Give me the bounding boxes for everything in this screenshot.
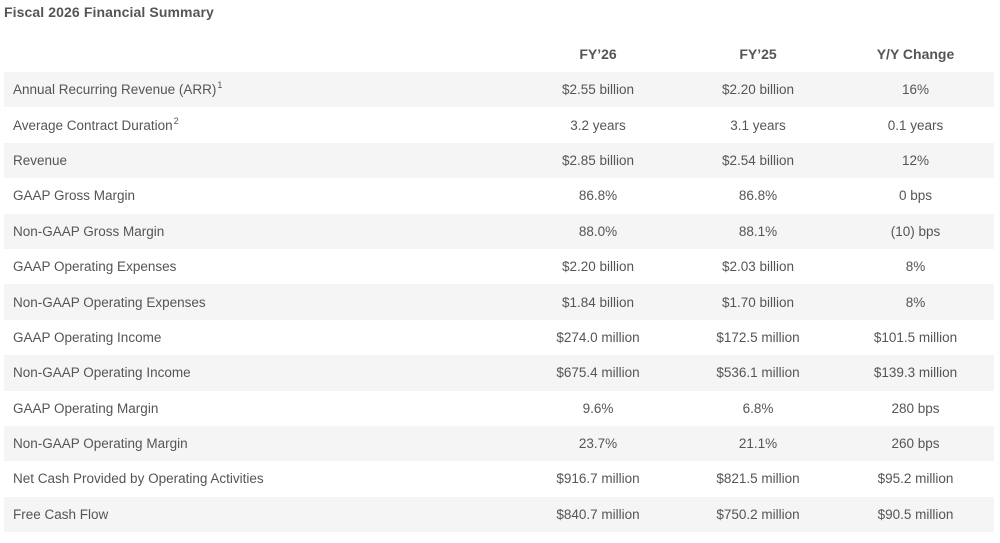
table-row: GAAP Operating Income $274.0 million $172.…: [4, 319, 994, 356]
fy26-value: 86.8%: [517, 178, 679, 214]
metric-cell: Non-GAAP Operating Expenses: [4, 284, 517, 320]
yoy-change-value: 260 bps: [837, 425, 994, 462]
metric-cell: Net Cash Provided by Operating Activitie…: [4, 461, 517, 497]
table-row: Annual Recurring Revenue (ARR)1 $2.55 bil…: [4, 72, 994, 108]
metric-cell: Annual Recurring Revenue (ARR)1: [4, 72, 517, 108]
page-title: Fiscal 2026 Financial Summary: [4, 4, 214, 20]
fy26-value: 9.6%: [517, 390, 679, 426]
fy25-value: 3.1 years: [679, 107, 837, 143]
fy26-value: 23.7%: [517, 425, 679, 462]
fy26-value: 3.2 years: [517, 107, 679, 143]
metric-label: Net Cash Provided by Operating Activitie…: [13, 471, 264, 487]
table-row: Non-GAAP Operating Expenses $1.84 billion…: [4, 284, 994, 320]
fy25-value: $750.2 million: [679, 496, 837, 533]
metric-label: Non-GAAP Operating Margin: [13, 436, 188, 452]
metric-cell: Average Contract Duration2: [4, 107, 517, 143]
yoy-change-value: (10) bps: [837, 213, 994, 249]
header-row: FY’26 FY’25 Y/Y Change: [4, 36, 994, 72]
metric-label: Average Contract Duration: [13, 117, 173, 133]
table-row: Revenue $2.85 billion $2.54 billion 12%: [4, 142, 994, 179]
table-row: Free Cash Flow $840.7 million $750.2 milli…: [4, 496, 994, 533]
metric-label: Free Cash Flow: [13, 506, 109, 522]
yoy-change-value: 0.1 years: [837, 107, 994, 143]
metric-label: Non-GAAP Operating Expenses: [13, 294, 206, 310]
fy25-value: $821.5 million: [679, 461, 837, 497]
header-fy26: FY’26: [579, 46, 617, 62]
header-yoy-change: Y/Y Change: [876, 46, 955, 62]
fy26-value: $916.7 million: [517, 461, 679, 497]
metric-label: GAAP Operating Income: [13, 329, 162, 345]
fy25-value: 6.8%: [679, 390, 837, 426]
fy25-value: $2.54 billion: [679, 142, 837, 179]
metric-label: Non-GAAP Operating Income: [13, 365, 191, 381]
yoy-change-value: $101.5 million: [837, 319, 994, 356]
yoy-change-value: 8%: [837, 248, 994, 285]
metric-label: Non-GAAP Gross Margin: [13, 223, 165, 239]
table-body: Annual Recurring Revenue (ARR)1 $2.55 bil…: [4, 72, 994, 533]
metric-cell: GAAP Gross Margin: [4, 178, 517, 214]
metric-cell: GAAP Operating Margin: [4, 390, 517, 426]
fy25-value: $1.70 billion: [679, 284, 837, 320]
metric-cell: Non-GAAP Gross Margin: [4, 213, 517, 249]
yoy-change-value: 12%: [837, 142, 994, 179]
metric-cell: Non-GAAP Operating Margin: [4, 425, 517, 462]
table-row: Non-GAAP Operating Income $675.4 million $…: [4, 355, 994, 391]
header-fy25: FY’25: [739, 46, 777, 62]
table-row: Average Contract Duration2 3.2 years 3.1 y…: [4, 107, 994, 143]
yoy-change-value: 8%: [837, 284, 994, 320]
fy26-value: $840.7 million: [517, 496, 679, 533]
table-row: GAAP Gross Margin 86.8% 86.8% 0 bps: [4, 178, 994, 214]
yoy-change-value: 16%: [837, 72, 994, 108]
table-row: Net Cash Provided by Operating Activitie…: [4, 461, 994, 497]
metric-cell: Revenue: [4, 142, 517, 179]
fy26-value: 88.0%: [517, 213, 679, 249]
fy25-value: 21.1%: [679, 425, 837, 462]
fy25-value: $536.1 million: [679, 355, 837, 391]
fy25-value: 88.1%: [679, 213, 837, 249]
fy26-value: $2.85 billion: [517, 142, 679, 179]
footnote-marker: 2: [173, 115, 179, 126]
metric-label: GAAP Operating Margin: [13, 400, 159, 416]
table-header: FY’26 FY’25 Y/Y Change: [4, 36, 994, 72]
yoy-change-value: $139.3 million: [837, 355, 994, 391]
header-metric: [4, 36, 517, 72]
metric-cell: GAAP Operating Income: [4, 319, 517, 356]
fy26-value: $274.0 million: [517, 319, 679, 356]
yoy-change-value: $90.5 million: [837, 496, 994, 533]
metric-cell: Non-GAAP Operating Income: [4, 355, 517, 391]
metric-label: GAAP Gross Margin: [13, 188, 136, 204]
yoy-change-value: 280 bps: [837, 390, 994, 426]
fy26-value: $1.84 billion: [517, 284, 679, 320]
metric-cell: Free Cash Flow: [4, 496, 517, 533]
metric-label: Revenue: [13, 152, 68, 168]
financial-summary-table: FY’26 FY’25 Y/Y Change Annual Recurring …: [4, 36, 994, 533]
fy25-value: $2.03 billion: [679, 248, 837, 285]
metric-label: GAAP Operating Expenses: [13, 259, 177, 275]
fy26-value: $675.4 million: [517, 355, 679, 391]
metric-cell: GAAP Operating Expenses: [4, 248, 517, 285]
table-row: GAAP Operating Margin 9.6% 6.8% 280 bps: [4, 390, 994, 426]
table-row: Non-GAAP Operating Margin 23.7% 21.1% 260 b…: [4, 425, 994, 462]
fy25-value: $172.5 million: [679, 319, 837, 356]
table-row: Non-GAAP Gross Margin 88.0% 88.1% (10) bps: [4, 213, 994, 249]
fy25-value: 86.8%: [679, 178, 837, 214]
fy26-value: $2.55 billion: [517, 72, 679, 108]
metric-label: Annual Recurring Revenue (ARR): [13, 82, 217, 98]
yoy-change-value: 0 bps: [837, 178, 994, 214]
fy26-value: $2.20 billion: [517, 248, 679, 285]
footnote-marker: 1: [217, 80, 223, 91]
yoy-change-value: $95.2 million: [837, 461, 994, 497]
fy25-value: $2.20 billion: [679, 72, 837, 108]
table-row: GAAP Operating Expenses $2.20 billion $2.0…: [4, 248, 994, 285]
